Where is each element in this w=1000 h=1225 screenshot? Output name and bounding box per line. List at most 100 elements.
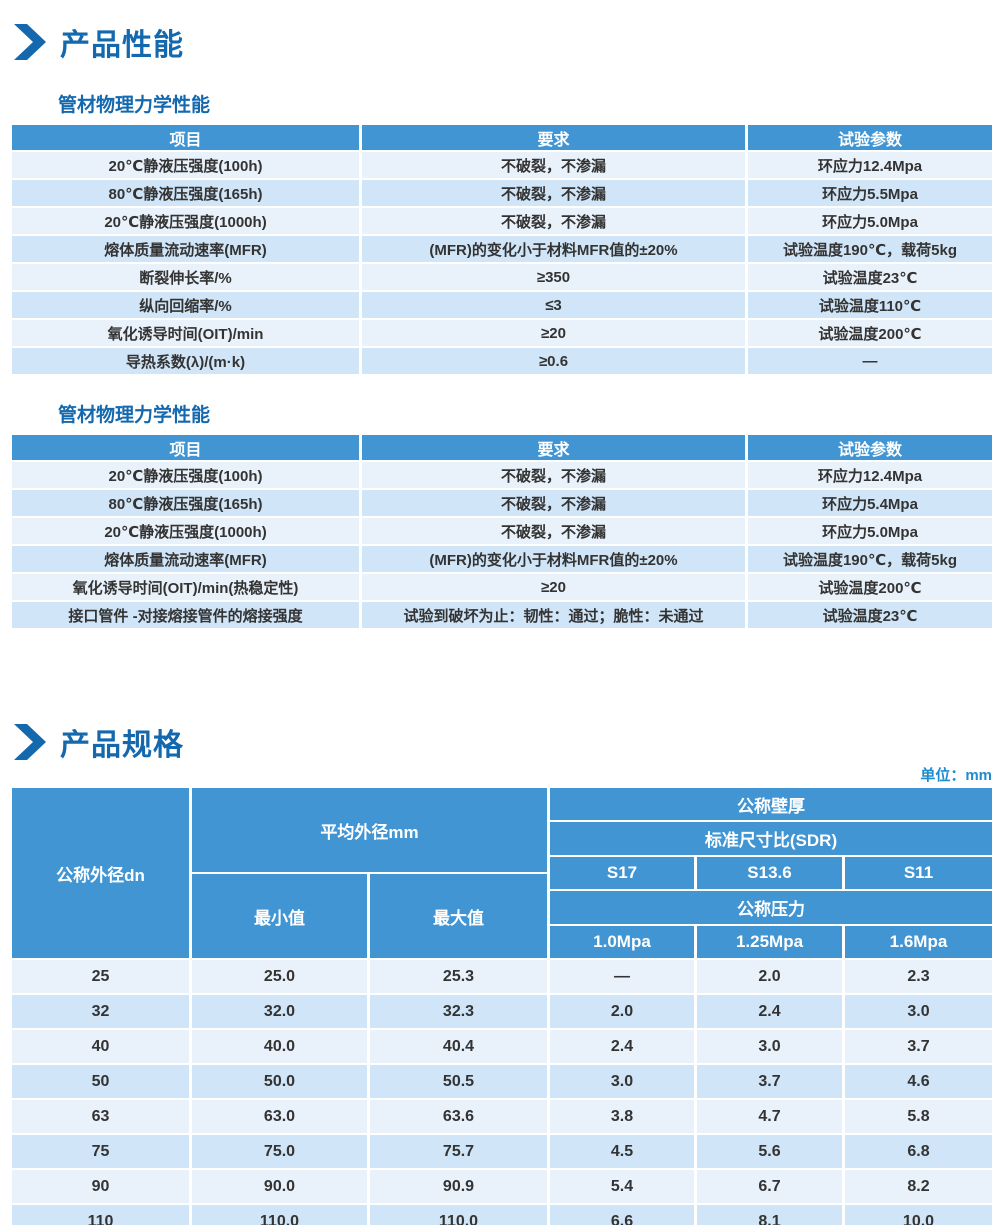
table-cell: ≥20 — [362, 320, 748, 346]
table-row: 25 25.0 25.3—2.0 2.3 — [12, 960, 992, 993]
table-cell: 3.0 — [550, 1065, 697, 1098]
table-cell: 不破裂，不渗漏 — [362, 152, 748, 178]
table-cell: ≤3 — [362, 292, 748, 318]
table-cell: 试验温度190℃，载荷5kg — [748, 546, 992, 572]
table-cell: 20℃静液压强度(1000h) — [12, 518, 362, 544]
chevron-right-icon — [14, 724, 46, 760]
column-header-s17: S17 — [550, 856, 697, 890]
table-row: 110 110.0 110.0 6.6 8.1 10.0 — [12, 1205, 992, 1225]
column-header: 试验参数 — [748, 435, 992, 460]
column-header-nominal-od: 公称外径dn — [12, 788, 192, 958]
table-cell: 环应力5.0Mpa — [748, 518, 992, 544]
table-cell: 63.6 — [370, 1100, 550, 1133]
table-cell: 不破裂，不渗漏 — [362, 180, 748, 206]
section-header-specs: 产品规格 — [0, 720, 1000, 764]
table-row: 20℃静液压强度(100h) 不破裂，不渗漏 环应力12.4Mpa — [12, 152, 992, 178]
table-cell: 不破裂，不渗漏 — [362, 208, 748, 234]
column-header: 要求 — [362, 125, 748, 150]
table-row: 50 50.0 50.5 3.0 3.7 4.6 — [12, 1065, 992, 1098]
table-cell: 32.3 — [370, 995, 550, 1028]
table-cell: 断裂伸长率/% — [12, 264, 362, 290]
table-cell: 3.7 — [845, 1030, 992, 1063]
table-row: 20℃静液压强度(1000h) 不破裂，不渗漏 环应力5.0Mpa — [12, 518, 992, 544]
table-cell: 3.0 — [845, 995, 992, 1028]
table-cell: 6.7 — [697, 1170, 845, 1203]
table-cell: 40 — [12, 1030, 192, 1063]
table-cell: 32 — [12, 995, 192, 1028]
column-header: 要求 — [362, 435, 748, 460]
table-cell: 75.7 — [370, 1135, 550, 1168]
column-subheaders-pressure: 1.0Mpa 1.25Mpa 1.6Mpa — [550, 925, 992, 959]
table-cell: 2.3 — [845, 960, 992, 993]
column-header-sdr: 标准尺寸比(SDR) — [550, 822, 992, 855]
table-cell: 40.0 — [192, 1030, 370, 1063]
column-header-1-6mpa: 1.6Mpa — [845, 925, 992, 959]
table-cell: (MFR)的变化小于材料MFR值的±20% — [362, 546, 748, 572]
column-header-min: 最小值 — [192, 874, 370, 958]
table-row: 氧化诱导时间(OIT)/min ≥20 试验温度200℃ — [12, 320, 992, 346]
table-cell: — — [748, 348, 992, 374]
section-header-performance: 产品性能 — [0, 0, 1000, 64]
table-row: 导热系数(λ)/(m·k) ≥0.6— — [12, 348, 992, 374]
table-row: 氧化诱导时间(OIT)/min(热稳定性) ≥20 试验温度200℃ — [12, 574, 992, 600]
table-cell: 50 — [12, 1065, 192, 1098]
table-cell: 环应力12.4Mpa — [748, 462, 992, 488]
table-cell: 8.1 — [697, 1205, 845, 1225]
table-cell: 试验温度200℃ — [748, 320, 992, 346]
table-cell: 熔体质量流动速率(MFR) — [12, 546, 362, 572]
column-group-average-od: 平均外径mm 最小值 最大值 — [192, 788, 550, 958]
table-cell: — — [550, 960, 697, 993]
table-cell: 75 — [12, 1135, 192, 1168]
table-cell: 试验温度23℃ — [748, 602, 992, 628]
table-cell: 20℃静液压强度(1000h) — [12, 208, 362, 234]
table-row: 90 90.0 90.9 5.4 6.7 8.2 — [12, 1170, 992, 1203]
table-cell: 环应力5.4Mpa — [748, 490, 992, 516]
table-cell: ≥0.6 — [362, 348, 748, 374]
table-cell: ≥20 — [362, 574, 748, 600]
table-cell: 不破裂，不渗漏 — [362, 518, 748, 544]
column-subheaders-sdr: S17 S13.6 S11 — [550, 856, 992, 890]
table-cell: 试验温度200℃ — [748, 574, 992, 600]
table-row: 63 63.0 63.6 3.8 4.7 5.8 — [12, 1100, 992, 1133]
page-title: 产品规格 — [60, 729, 184, 762]
table-row: 20℃静液压强度(100h) 不破裂，不渗漏 环应力12.4Mpa — [12, 462, 992, 488]
column-header-s11: S11 — [845, 856, 992, 890]
spec-table: 公称外径dn 平均外径mm 最小值 最大值 公称壁厚 标准尺寸比(SDR) S1… — [12, 788, 992, 1225]
table-subtitle: 管材物理力学性能 — [58, 405, 211, 426]
table-cell: 氧化诱导时间(OIT)/min(热稳定性) — [12, 574, 362, 600]
table-row: 75 75.0 75.7 4.5 5.6 6.8 — [12, 1135, 992, 1168]
table-cell: 4.6 — [845, 1065, 992, 1098]
column-header-average-od: 平均外径mm — [192, 788, 547, 872]
table-cell: 8.2 — [845, 1170, 992, 1203]
table-cell: 纵向回缩率/% — [12, 292, 362, 318]
column-header-1-0mpa: 1.0Mpa — [550, 925, 697, 959]
table-cell: 3.7 — [697, 1065, 845, 1098]
table-cell: 50.0 — [192, 1065, 370, 1098]
table-cell: 5.6 — [697, 1135, 845, 1168]
table-cell: 90 — [12, 1170, 192, 1203]
table-cell: 32.0 — [192, 995, 370, 1028]
table-cell: 环应力12.4Mpa — [748, 152, 992, 178]
table-cell: 不破裂，不渗漏 — [362, 462, 748, 488]
table-row: 40 40.0 40.4 2.4 3.0 3.7 — [12, 1030, 992, 1063]
chevron-right-icon — [14, 24, 46, 60]
column-group-wall-thickness: 公称壁厚 标准尺寸比(SDR) S17 S13.6 S11 公称压力 1.0Mp… — [550, 788, 992, 959]
table-cell: 25.3 — [370, 960, 550, 993]
table-cell: 2.4 — [550, 1030, 697, 1063]
table-cell: 25 — [12, 960, 192, 993]
table-cell: 50.5 — [370, 1065, 550, 1098]
table-cell: 环应力5.0Mpa — [748, 208, 992, 234]
page-title: 产品性能 — [60, 29, 184, 62]
table-cell: 110.0 — [370, 1205, 550, 1225]
table-cell: 3.0 — [697, 1030, 845, 1063]
table-cell: 20℃静液压强度(100h) — [12, 152, 362, 178]
table-cell: 5.4 — [550, 1170, 697, 1203]
column-header-s13-6: S13.6 — [697, 856, 845, 890]
table-cell: 110.0 — [192, 1205, 370, 1225]
table-cell: 20℃静液压强度(100h) — [12, 462, 362, 488]
spec-table-header: 公称外径dn 平均外径mm 最小值 最大值 公称壁厚 标准尺寸比(SDR) S1… — [12, 788, 992, 959]
table-cell: 接口管件 -对接熔接管件的熔接强度 — [12, 602, 362, 628]
table-cell: 试验温度190℃，载荷5kg — [748, 236, 992, 262]
table-cell: 63.0 — [192, 1100, 370, 1133]
